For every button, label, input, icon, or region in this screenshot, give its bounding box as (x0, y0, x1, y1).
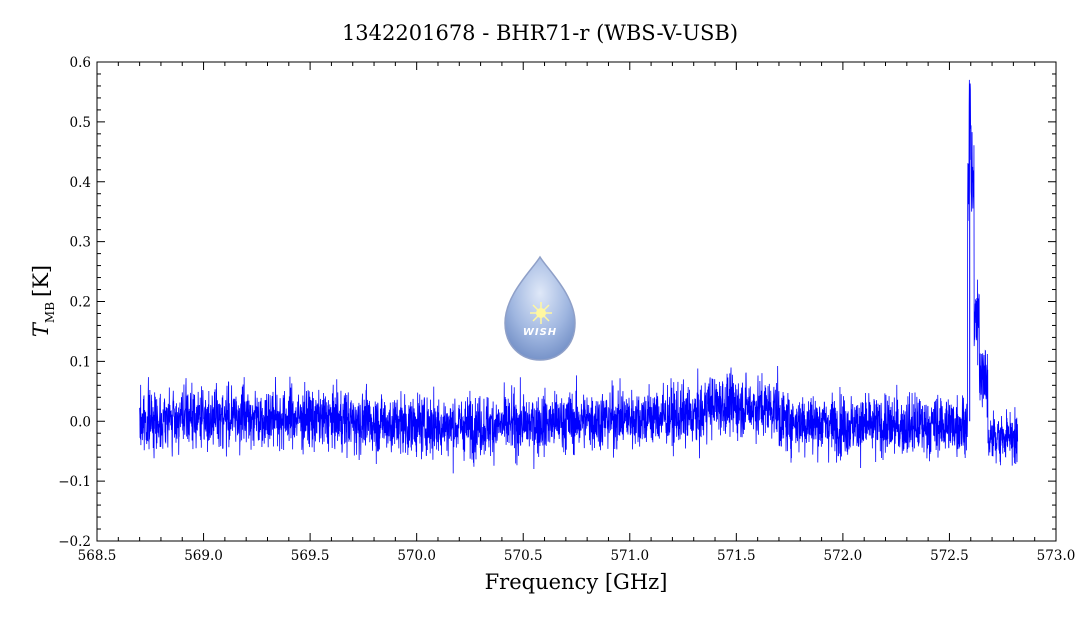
x-tick-label: 569.5 (291, 548, 330, 564)
y-tick-label: 0.3 (70, 235, 91, 251)
star-rays-icon (530, 302, 552, 324)
x-tick-label: 572.5 (930, 548, 969, 564)
x-tick-label: 570.5 (504, 548, 543, 564)
y-tick-label: 0.2 (70, 295, 91, 311)
y-tick-label: 0.6 (70, 55, 91, 71)
y-tick-label: −0.1 (58, 474, 91, 490)
x-tick-label: 568.5 (78, 548, 117, 564)
y-tick-label: 0.5 (70, 115, 91, 131)
y-tick-label: −0.2 (58, 534, 91, 550)
x-tick-label: 572.0 (824, 548, 863, 564)
wish-logo: WISH (504, 255, 576, 361)
y-tick-label: 0.1 (70, 354, 91, 370)
axis-ticks (96, 61, 1057, 542)
y-axis-label-unit: [K] (29, 265, 53, 297)
x-tick-label: 569.0 (184, 548, 223, 564)
spectrum-series-line (139, 79, 1019, 474)
x-axis-label: Frequency [GHz] (485, 570, 668, 594)
y-tick-labels: −0.2 −0.1 0.0 0.1 0.2 0.3 0.4 0.5 0.6 (58, 55, 91, 550)
x-tick-label: 570.0 (397, 548, 436, 564)
y-axis-label: TMB [K] (29, 265, 57, 337)
series-layer (139, 79, 1019, 474)
y-axis-label-sub: MB (43, 302, 57, 323)
x-tick-label: 571.0 (610, 548, 649, 564)
y-tick-label: 0.4 (70, 175, 91, 191)
chart-title: 1342201678 - BHR71-r (WBS-V-USB) (342, 21, 738, 45)
y-axis-label-main: T (29, 321, 53, 337)
plot-frame (96, 61, 1057, 542)
x-tick-labels: 568.5 569.0 569.5 570.0 570.5 571.0 571.5 572.0… (78, 548, 1076, 564)
y-tick-label: 0.0 (70, 414, 91, 430)
logo-text: WISH (523, 327, 557, 338)
x-tick-label: 573.0 (1037, 548, 1076, 564)
svg-text:TMB[K]: TMB [K] (29, 265, 57, 337)
x-tick-label: 571.5 (717, 548, 756, 564)
